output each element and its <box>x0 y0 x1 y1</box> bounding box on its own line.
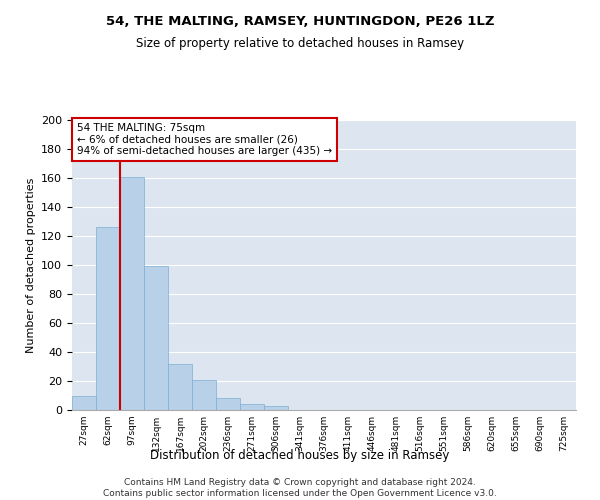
Bar <box>72 396 96 410</box>
Text: Size of property relative to detached houses in Ramsey: Size of property relative to detached ho… <box>136 38 464 51</box>
Bar <box>192 380 216 410</box>
Bar <box>144 266 168 410</box>
Bar <box>264 406 288 410</box>
Bar <box>120 176 144 410</box>
Bar <box>240 404 264 410</box>
Text: Contains HM Land Registry data © Crown copyright and database right 2024.: Contains HM Land Registry data © Crown c… <box>124 478 476 487</box>
Y-axis label: Number of detached properties: Number of detached properties <box>26 178 35 352</box>
Text: 54 THE MALTING: 75sqm
← 6% of detached houses are smaller (26)
94% of semi-detac: 54 THE MALTING: 75sqm ← 6% of detached h… <box>77 123 332 156</box>
Text: 54, THE MALTING, RAMSEY, HUNTINGDON, PE26 1LZ: 54, THE MALTING, RAMSEY, HUNTINGDON, PE2… <box>106 15 494 28</box>
Bar <box>168 364 192 410</box>
Text: Distribution of detached houses by size in Ramsey: Distribution of detached houses by size … <box>151 448 449 462</box>
Text: Contains public sector information licensed under the Open Government Licence v3: Contains public sector information licen… <box>103 490 497 498</box>
Bar <box>96 228 120 410</box>
Bar <box>216 398 240 410</box>
